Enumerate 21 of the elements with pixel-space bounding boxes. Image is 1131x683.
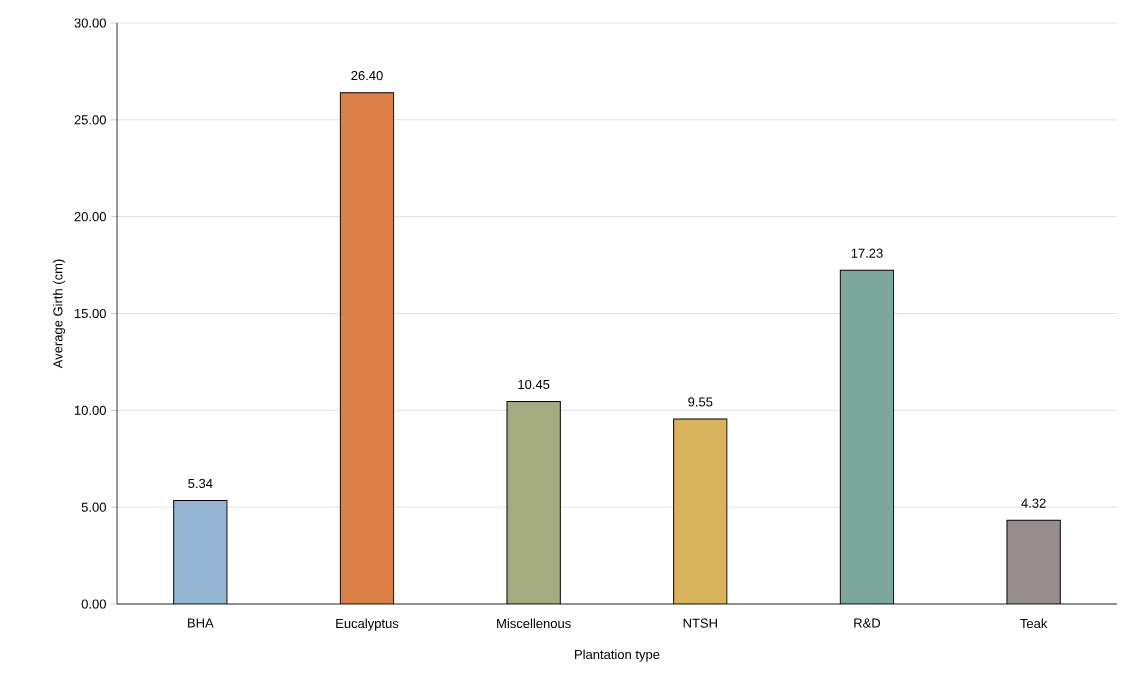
x-tick-label: NTSH [683,618,717,628]
y-tick-label: 15.00 [74,308,106,319]
data-label: 17.23 [851,248,883,258]
data-label: 26.40 [351,70,383,81]
data-label: 4.32 [1021,498,1046,508]
x-tick-label: Eucalyptus [336,618,399,631]
y-tick-label: 10.00 [74,405,106,415]
data-label: 5.34 [188,478,213,489]
y-tick-label: 30.00 [74,18,106,28]
data-label: 9.55 [688,397,713,407]
y-tick-label: 5.00 [81,502,106,512]
x-tick-label: BHA [188,618,214,628]
y-axis-title: Average Girth (cm) [52,259,66,369]
data-label: 10.45 [518,379,550,390]
x-axis-title: Plantation type [575,649,660,662]
x-tick-label: Miscellenous [497,618,571,629]
x-tick-label: R&D [854,618,881,628]
y-tick-label: 20.00 [74,212,106,222]
y-tick-label: 25.00 [74,115,106,125]
x-tick-label: Teak [1020,618,1048,629]
y-tick-label: 0.00 [81,599,106,609]
